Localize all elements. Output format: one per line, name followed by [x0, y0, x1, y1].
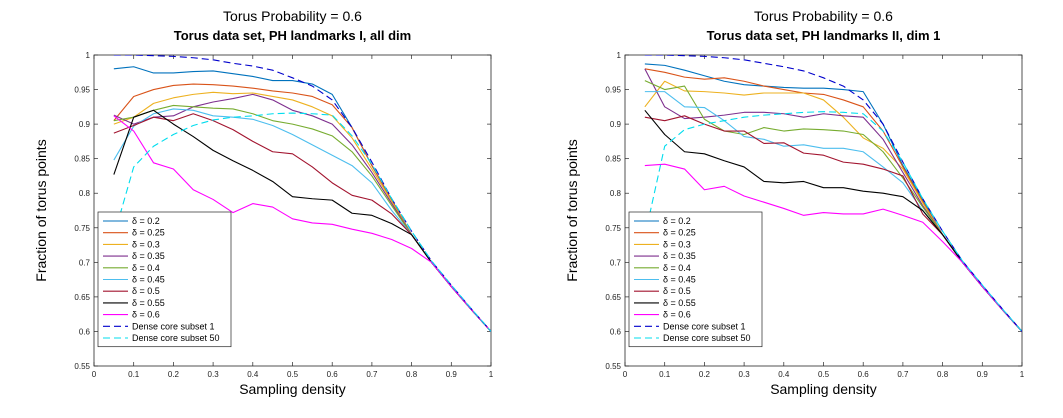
- chart-title: Torus Probability = 0.6: [754, 8, 893, 24]
- series-line-10: [644, 111, 1022, 332]
- x-tick-label: 0.9: [977, 370, 989, 379]
- series-line-9: [644, 55, 1022, 332]
- legend-label: δ = 0.6: [132, 310, 160, 320]
- chart-title: Torus Probability = 0.6: [223, 8, 362, 24]
- line-chart: Torus Probability = 0.6 Torus data set, P…: [33, 8, 494, 397]
- legend-label: Dense core subset 50: [663, 333, 751, 343]
- x-tick-label: 0.2: [699, 370, 711, 379]
- y-tick-label: 0.85: [605, 155, 621, 164]
- x-tick-label: 0.1: [659, 370, 671, 379]
- y-axis-label: Fraction of torus points: [33, 139, 49, 281]
- x-tick-label: 0.8: [937, 370, 949, 379]
- x-tick-label: 0.7: [366, 370, 378, 379]
- legend-label: Dense core subset 1: [132, 321, 215, 331]
- y-tick-label: 0.9: [610, 120, 622, 129]
- y-tick-label: 0.8: [79, 189, 91, 198]
- y-tick-label: 0.65: [605, 293, 621, 302]
- y-tick-label: 1: [617, 51, 622, 60]
- x-tick-label: 0.6: [327, 370, 339, 379]
- legend-label: δ = 0.45: [663, 275, 696, 285]
- line-chart: Torus Probability = 0.6 Torus data set, P…: [564, 8, 1025, 397]
- legend: δ = 0.2 δ = 0.25δ = 0.3 δ = 0.35 δ = 0.4 δ =…: [628, 211, 763, 348]
- series-line-8: [113, 115, 491, 332]
- legend-label: Dense core subset 50: [132, 333, 220, 343]
- x-tick-label: 0.5: [287, 370, 299, 379]
- x-tick-label: 0.2: [168, 370, 180, 379]
- legend-label: δ = 0.2: [663, 216, 691, 226]
- legend-label: Dense core subset 1: [663, 321, 746, 331]
- series-group: [644, 55, 1022, 332]
- y-tick-label: 0.8: [610, 189, 622, 198]
- legend-label: δ = 0.5: [663, 286, 691, 296]
- y-axis-label: Fraction of torus points: [564, 139, 580, 281]
- legend: δ = 0.2 δ = 0.25δ = 0.3 δ = 0.35 δ = 0.4 δ =…: [97, 211, 232, 348]
- x-tick-label: 0: [623, 370, 628, 379]
- chart-subtitle: Torus data set, PH landmarks II, dim 1: [707, 28, 941, 43]
- x-tick-label: 0.9: [446, 370, 458, 379]
- legend-label: δ = 0.45: [132, 275, 165, 285]
- series-line-8: [644, 163, 1022, 332]
- y-tick-label: 0.85: [74, 155, 90, 164]
- x-tick-label: 0.4: [247, 370, 259, 379]
- x-tick-label: 0.7: [897, 370, 909, 379]
- y-tick-label: 0.7: [610, 258, 622, 267]
- legend-label: δ = 0.25: [663, 228, 696, 238]
- legend-label: δ = 0.5: [132, 286, 160, 296]
- series-line-7: [644, 109, 1022, 332]
- y-tick-label: 0.75: [605, 224, 621, 233]
- y-tick-label: 0.95: [74, 86, 90, 95]
- x-tick-label: 0: [92, 370, 97, 379]
- x-tick-label: 0.1: [128, 370, 140, 379]
- x-axis-label: Sampling density: [239, 381, 346, 397]
- legend-label: δ = 0.3: [132, 239, 160, 249]
- y-tick-label: 0.7: [79, 258, 91, 267]
- chart-panel-right: Torus Probability = 0.6 Torus data set, P…: [531, 0, 1063, 418]
- y-tick-label: 0.75: [74, 224, 90, 233]
- x-tick-label: 1: [489, 370, 494, 379]
- x-tick-label: 0.4: [778, 370, 790, 379]
- legend-label: δ = 0.4: [663, 263, 691, 273]
- y-tick-label: 0.95: [605, 86, 621, 95]
- x-tick-label: 0.3: [208, 370, 220, 379]
- legend-label: δ = 0.35: [132, 251, 165, 261]
- chart-subtitle: Torus data set, PH landmarks I, all dim: [174, 28, 411, 43]
- x-axis-label: Sampling density: [770, 381, 877, 397]
- x-tick-label: 0.5: [818, 370, 830, 379]
- x-tick-label: 1: [1020, 370, 1025, 379]
- legend-label: δ = 0.2: [132, 216, 160, 226]
- series-group: [113, 55, 491, 332]
- legend-label: δ = 0.55: [663, 298, 696, 308]
- y-tick-label: 0.55: [605, 362, 621, 371]
- y-tick-label: 0.55: [74, 362, 90, 371]
- x-tick-label: 0.3: [739, 370, 751, 379]
- legend-label: δ = 0.55: [132, 298, 165, 308]
- series-line-10: [113, 112, 491, 332]
- y-tick-label: 1: [86, 51, 91, 60]
- legend-label: δ = 0.4: [132, 263, 160, 273]
- x-tick-label: 0.6: [858, 370, 870, 379]
- y-tick-label: 0.6: [79, 327, 91, 336]
- y-tick-label: 0.65: [74, 293, 90, 302]
- legend-label: δ = 0.6: [663, 310, 691, 320]
- x-tick-label: 0.8: [406, 370, 418, 379]
- y-tick-label: 0.9: [79, 120, 91, 129]
- legend-label: δ = 0.35: [663, 251, 696, 261]
- legend-label: δ = 0.25: [132, 228, 165, 238]
- legend-label: δ = 0.3: [663, 239, 691, 249]
- series-line-7: [113, 109, 491, 332]
- y-tick-label: 0.6: [610, 327, 622, 336]
- chart-panel-left: Torus Probability = 0.6 Torus data set, P…: [33, 8, 494, 397]
